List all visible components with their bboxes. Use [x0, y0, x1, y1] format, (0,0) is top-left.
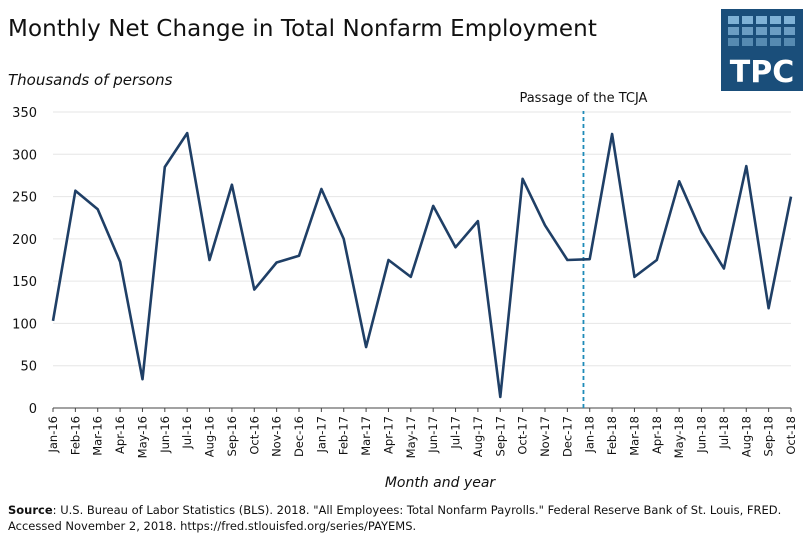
logo-cell [770, 27, 781, 35]
logo-cell [784, 38, 795, 46]
tcja-annotation: Passage of the TCJA [519, 91, 647, 106]
x-axis-label: Month and year [384, 475, 496, 491]
x-tick-label: Feb-18 [605, 416, 619, 455]
y-tick-label: 350 [12, 106, 37, 121]
x-tick-label: Aug-18 [739, 416, 753, 457]
x-tick-label: Jun-18 [695, 416, 709, 454]
y-tick-label: 250 [12, 191, 37, 206]
logo-cell [756, 38, 767, 46]
x-tick-label: Apr-17 [381, 416, 395, 454]
x-tick-label: Jan-18 [583, 416, 597, 454]
logo-cell [742, 38, 753, 46]
x-tick-label: Feb-17 [337, 416, 351, 455]
logo-cell [784, 27, 795, 35]
x-tick-label: Oct-18 [784, 416, 798, 455]
x-tick-label: May-17 [404, 416, 418, 458]
x-tick-label: Mar-18 [627, 416, 641, 456]
source-label: Source [8, 503, 53, 517]
x-tick-label: Sep-17 [493, 416, 507, 456]
logo-cell [770, 38, 781, 46]
x-tick-label: Jan-16 [46, 416, 60, 454]
x-tick-label: Dec-17 [560, 416, 574, 457]
tpc-logo-icon: TPC [728, 16, 795, 90]
source-note: Source: U.S. Bureau of Labor Statistics … [8, 502, 808, 534]
logo-cell [756, 16, 767, 24]
tpc-logo: TPC [721, 9, 803, 91]
y-tick-label: 300 [12, 148, 37, 163]
x-tick-label: Oct-17 [516, 416, 530, 455]
source-text: : U.S. Bureau of Labor Statistics (BLS).… [8, 503, 782, 533]
x-tick-label: May-18 [672, 416, 686, 458]
logo-cell [728, 38, 739, 46]
x-tick-label: Aug-17 [471, 416, 485, 457]
x-tick-label: Jul-18 [717, 416, 731, 450]
x-tick-label: Jun-17 [426, 416, 440, 454]
x-tick-label: Jul-16 [180, 416, 194, 450]
x-tick-label: Sep-16 [225, 416, 239, 456]
x-tick-label: Sep-18 [762, 416, 776, 456]
logo-cell [756, 27, 767, 35]
logo-cell [784, 16, 795, 24]
logo-cell [728, 16, 739, 24]
x-tick-label: Mar-17 [359, 416, 373, 456]
logo-cell [742, 27, 753, 35]
x-tick-label: Dec-16 [292, 416, 306, 457]
x-tick-label: Feb-16 [68, 416, 82, 455]
logo-cell [728, 27, 739, 35]
x-tick-label: Oct-16 [247, 416, 261, 455]
x-tick-label: May-16 [135, 416, 149, 458]
x-tick-label: Jan-17 [314, 416, 328, 454]
x-tick-label: Jul-17 [449, 416, 463, 450]
x-tick-label: Jun-16 [158, 416, 172, 454]
x-tick-label: Nov-16 [270, 416, 284, 457]
series-line [51, 131, 793, 399]
logo-text: TPC [730, 55, 794, 90]
x-tick-label: Apr-18 [650, 416, 664, 454]
logo-cell [770, 16, 781, 24]
y-tick-label: 100 [12, 317, 37, 332]
x-tick-label: Apr-16 [113, 416, 127, 454]
y-tick-label: 200 [12, 233, 37, 248]
y-axis-label: Thousands of persons [8, 71, 173, 89]
logo-cell [742, 16, 753, 24]
x-tick-label: Mar-16 [91, 416, 105, 456]
y-tick-label: 0 [29, 402, 37, 417]
y-tick-label: 50 [20, 360, 37, 375]
y-tick-label: 150 [12, 275, 37, 290]
chart-title: Monthly Net Change in Total Nonfarm Empl… [8, 16, 597, 42]
x-tick-label: Nov-17 [538, 416, 552, 457]
x-tick-label: Aug-16 [203, 416, 217, 457]
